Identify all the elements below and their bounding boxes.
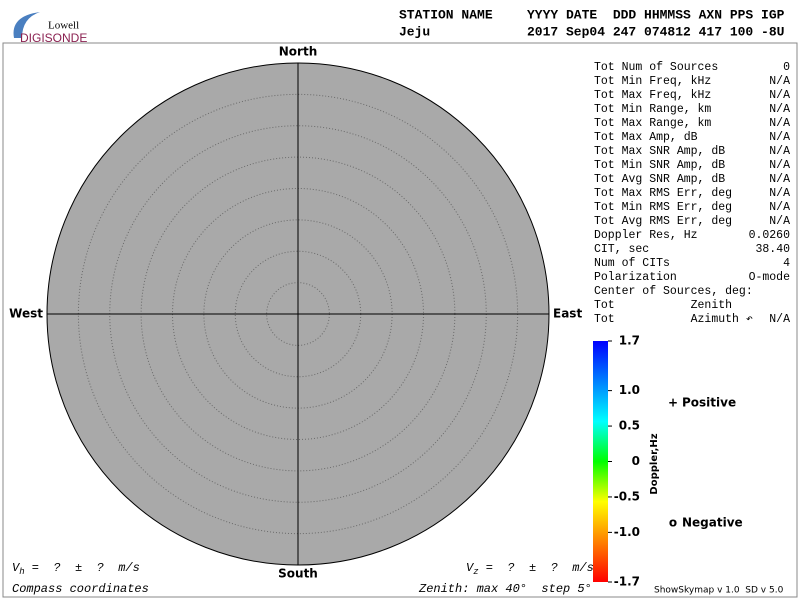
stat-value: N/A [769, 201, 790, 214]
stat-label: Tot Min Range, km [594, 103, 711, 116]
stat-label: Tot Max Amp, dB [594, 131, 698, 144]
stat-label: Tot Min Freq, kHz [594, 75, 711, 88]
colorbar-tick-label: -1.7 [614, 575, 640, 589]
velocity-vz: Vz = ? ± ? m/s [466, 561, 594, 577]
stat-value: 0 [783, 61, 790, 74]
stat-label: Tot Avg RMS Err, deg [594, 215, 732, 228]
frame [2, 42, 798, 598]
velocity-symbol: V [466, 561, 475, 575]
stat-label: CIT, sec [594, 243, 649, 256]
north-label: North [279, 45, 317, 59]
stat-value: N/A [769, 131, 790, 144]
velocity-text: = ? ± ? m/s [479, 561, 594, 575]
stat-value: O-mode [749, 271, 791, 284]
stat-label: Tot Min SNR Amp, dB [594, 159, 725, 172]
stat-label: Tot Min RMS Err, deg [594, 201, 732, 214]
logo-top: Lowell [48, 20, 79, 32]
velocity-text: = ? ± ? m/s [25, 561, 140, 575]
stat-value: 38.40 [755, 243, 790, 256]
stat-label: Tot Avg SNR Amp, dB [594, 173, 725, 186]
stat-label: Tot Azimuth ↶ [594, 313, 753, 326]
columns: YYYY DATE DDD HHMMSS AXN PPS IGP [527, 7, 785, 22]
stat-value: N/A [769, 215, 790, 228]
stat-label: Tot Num of Sources [594, 61, 718, 74]
south-label: South [278, 567, 318, 581]
stat-label: Num of CITs [594, 257, 670, 270]
stat-label: Doppler Res, Hz [594, 229, 698, 242]
legend-marker: + [668, 396, 678, 410]
stat-label: Tot Max Range, km [594, 117, 711, 130]
stat-label: Tot Max Freq, kHz [594, 89, 711, 102]
legend-name: Positive [682, 396, 736, 410]
colorbar-tick-label: -1.0 [614, 525, 640, 539]
stat-value: N/A [769, 103, 790, 116]
colorbar-label: Doppler,Hz [649, 433, 660, 494]
stat-label: Center of Sources, deg: [594, 285, 753, 298]
version: ShowSkymap v 1.0 SD v 5.0 [654, 586, 784, 596]
colorbar [593, 341, 608, 582]
colorbar-tick-label: -0.5 [614, 489, 640, 503]
stat-value: N/A [769, 117, 790, 130]
colorbar-tick-label: 0 [632, 454, 640, 468]
colorbar-tick-label: 0.5 [619, 419, 640, 433]
stat-value: 0.0260 [749, 229, 791, 242]
stat-value: N/A [769, 313, 790, 326]
logo-bottom: DIGISONDE [20, 31, 87, 45]
velocity-sub: h [19, 567, 24, 577]
stat-value: N/A [769, 187, 790, 200]
stat-value: N/A [769, 159, 790, 172]
stat-label: Tot Zenith [594, 299, 732, 312]
legend-marker: o [669, 516, 677, 530]
station-label: STATION NAME [399, 7, 493, 22]
stat-value: 4 [783, 257, 790, 270]
stat-value: N/A [769, 145, 790, 158]
logo-swoosh [13, 12, 40, 38]
stat-value: N/A [769, 89, 790, 102]
stat-label: Polarization [594, 271, 677, 284]
colorbar-tick-label: 1.0 [619, 383, 640, 397]
stat-value: N/A [769, 173, 790, 186]
header-values: 2017 Sep04 247 074812 417 100 -8U [527, 24, 784, 39]
west-label: West [9, 307, 43, 321]
station: Jeju [399, 24, 430, 39]
zenith-note: Zenith: max 40° step 5° [418, 582, 592, 596]
stat-value: N/A [769, 75, 790, 88]
coordinates: Compass coordinates [12, 582, 149, 596]
east-label: East [553, 307, 582, 321]
legend-name: Negative [682, 516, 743, 530]
stat-label: Tot Max SNR Amp, dB [594, 145, 725, 158]
velocity-vh: Vh = ? ± ? m/s [12, 561, 140, 577]
colorbar-tick-label: 1.7 [619, 334, 640, 348]
velocity-sub: z [473, 567, 478, 577]
stat-label: Tot Max RMS Err, deg [594, 187, 732, 200]
velocity-symbol: V [12, 561, 21, 575]
